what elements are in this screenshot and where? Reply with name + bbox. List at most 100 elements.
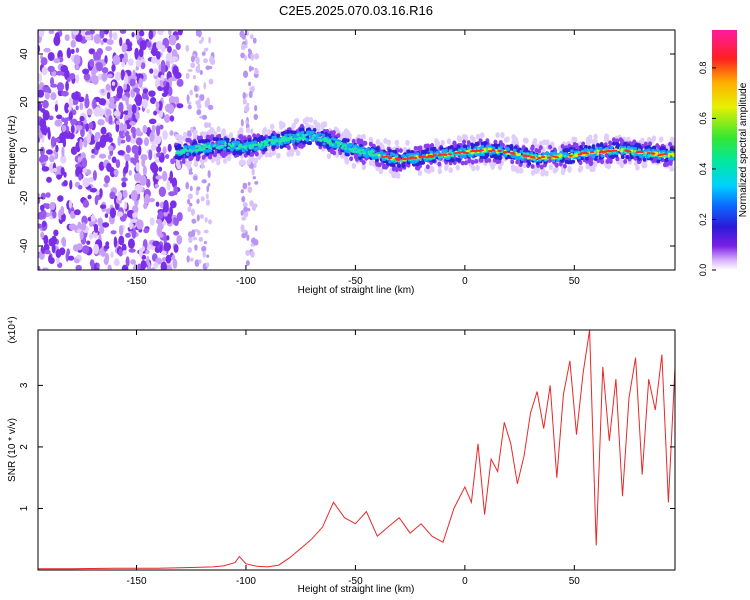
heatmap-cell (518, 153, 521, 156)
heatmap-cell (349, 156, 354, 162)
heatmap-cell (377, 154, 381, 157)
heatmap-cell (173, 217, 179, 227)
heatmap-cell (157, 211, 164, 219)
heatmap-cell (332, 137, 337, 141)
heatmap-cell (462, 139, 467, 145)
heatmap-cell (660, 146, 665, 151)
heatmap-cell (149, 131, 155, 142)
heatmap-cell (198, 236, 204, 242)
heatmap-cell (72, 109, 77, 116)
heatmap-cell (623, 141, 628, 146)
heatmap-cell (451, 158, 455, 163)
heatmap-cell (42, 220, 47, 228)
heatmap-cell (200, 139, 205, 144)
heatmap-cell (417, 170, 423, 177)
heatmap-cell (98, 226, 105, 235)
heatmap-cell (159, 244, 163, 254)
heatmap-cell (615, 138, 620, 144)
heatmap-cell (483, 147, 487, 151)
heatmap-cell (354, 156, 359, 162)
heatmap-cell (247, 181, 251, 186)
heatmap-cell (168, 86, 173, 97)
heatmap-cell (38, 89, 45, 98)
heatmap-cell (68, 111, 73, 121)
snr-y-label: SNR (10 * v/v) (7, 418, 18, 482)
y-tick-label: 0 (19, 147, 30, 153)
heatmap-cell (379, 150, 384, 154)
heatmap-cell (165, 254, 172, 264)
heatmap-cell (102, 222, 110, 228)
heatmap-cell (57, 195, 64, 202)
heatmap-cell (344, 147, 348, 150)
heatmap-cell (614, 148, 618, 151)
heatmap-cell (670, 152, 674, 156)
heatmap-cell (118, 102, 124, 113)
heatmap-cell (440, 139, 445, 146)
heatmap-cell (529, 156, 535, 159)
heatmap-cell (92, 99, 97, 109)
heatmap-cell (231, 137, 235, 142)
snr-line-series (38, 330, 675, 570)
heatmap-cell (98, 98, 107, 106)
heatmap-cell (269, 123, 275, 130)
heatmap-cell (155, 101, 160, 110)
heatmap-cell (241, 216, 247, 221)
heatmap-cell (242, 182, 248, 190)
heatmap-cell (60, 205, 65, 216)
heatmap-cell (254, 146, 259, 150)
heatmap-cell (650, 152, 656, 155)
heatmap-cell (245, 127, 251, 134)
heatmap-cell (81, 157, 88, 169)
heatmap-cell (427, 154, 433, 157)
heatmap-cell (56, 70, 64, 76)
heatmap-cell (558, 161, 563, 167)
heatmap-cell (552, 152, 557, 156)
heatmap-cell (526, 155, 531, 158)
heatmap-cell (77, 121, 81, 126)
heatmap-cell (596, 152, 600, 155)
heatmap-cell (512, 148, 517, 152)
heatmap-cell (170, 158, 175, 165)
heatmap-cell (301, 136, 305, 140)
y-tick-label: 40 (19, 48, 30, 60)
heatmap-cell (156, 40, 163, 50)
heatmap-cell (162, 220, 167, 226)
heatmap-cell (98, 161, 105, 171)
heatmap-cell (193, 85, 198, 93)
heatmap-cell (266, 143, 270, 147)
heatmap-cell (643, 153, 647, 157)
heatmap-cell (54, 137, 61, 143)
colorbar-tick-label: 0.8 (698, 62, 708, 75)
heatmap-cell (294, 117, 299, 124)
heatmap-cell (186, 255, 190, 263)
heatmap-cell (375, 138, 381, 145)
heatmap-cell (44, 249, 51, 255)
heatmap-cell (240, 210, 244, 216)
heatmap-cell (160, 74, 165, 81)
heatmap-cell (61, 124, 67, 132)
heatmap-cell (101, 88, 105, 94)
spectrogram-panel: -150 -100 -50 0 50 -40 -20 0 20 40 Height of str… (7, 29, 676, 296)
heatmap-cell (148, 198, 156, 203)
heatmap-cell (185, 152, 190, 156)
heatmap-cell (293, 144, 298, 150)
heatmap-cell (193, 161, 199, 168)
heatmap-cell (38, 223, 42, 229)
heatmap-cell (112, 31, 118, 41)
heatmap-cell (49, 77, 55, 86)
heatmap-cell (89, 232, 94, 240)
heatmap-cell (278, 140, 282, 144)
heatmap-cell (412, 157, 418, 160)
heatmap-cell (186, 198, 191, 205)
heatmap-cell (304, 133, 308, 137)
heatmap-cell (166, 235, 170, 241)
heatmap-cell (87, 194, 92, 200)
heatmap-cell (109, 168, 116, 178)
heatmap-cell (163, 242, 172, 252)
heatmap-cell (207, 182, 211, 187)
heatmap-cell (231, 144, 235, 148)
heatmap-cell (509, 151, 514, 154)
heatmap-cell (582, 154, 586, 157)
heatmap-cell (229, 147, 234, 151)
heatmap-cell (254, 53, 260, 60)
